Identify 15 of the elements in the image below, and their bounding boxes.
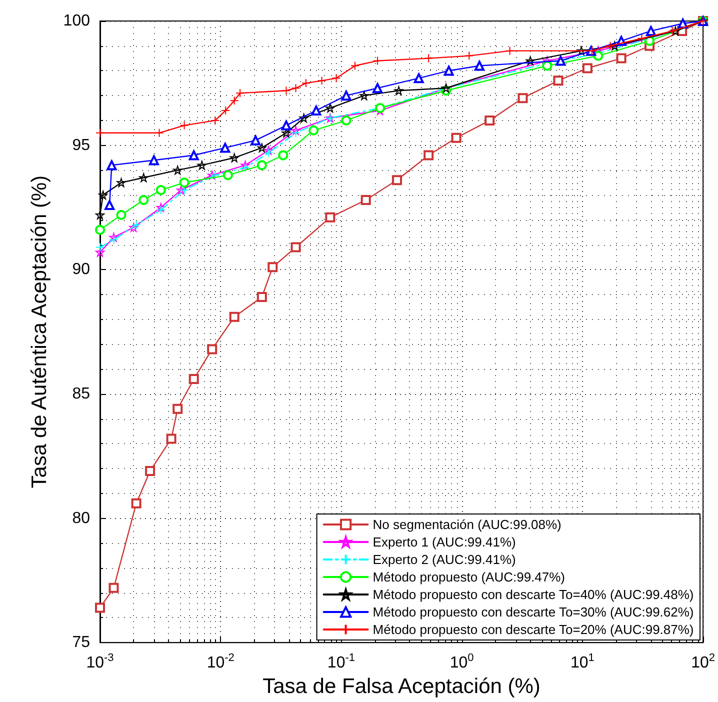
y-tick-label: 100 <box>63 12 90 30</box>
y-axis-title: Tasa de Auténtica Aceptación (%) <box>28 175 51 488</box>
legend-label: Método propuesto con descarte To=20% (AUC:99.87%) <box>372 622 694 637</box>
legend-label: No segmentación (AUC:99.08%) <box>372 517 562 532</box>
legend-label: Método propuesto con descarte To=40% (AUC:99.48%) <box>372 587 694 602</box>
y-tick-label: 75 <box>72 634 90 652</box>
legend-label: Experto 2 (AUC:99.41%) <box>372 552 516 567</box>
x-axis-title: Tasa de Falsa Aceptación (%) <box>262 675 540 698</box>
y-tick-label: 85 <box>72 385 90 402</box>
legend-label: Método propuesto con descarte To=30% (AUC:99.62%) <box>372 604 694 620</box>
legend-label: Método propuesto (AUC:99.47%) <box>372 570 566 584</box>
y-tick-label: 95 <box>72 136 90 154</box>
legend-label: Experto 1 (AUC:99.41%) <box>372 534 516 550</box>
y-tick-label: 90 <box>72 261 90 278</box>
y-tick-label: 80 <box>72 510 90 527</box>
